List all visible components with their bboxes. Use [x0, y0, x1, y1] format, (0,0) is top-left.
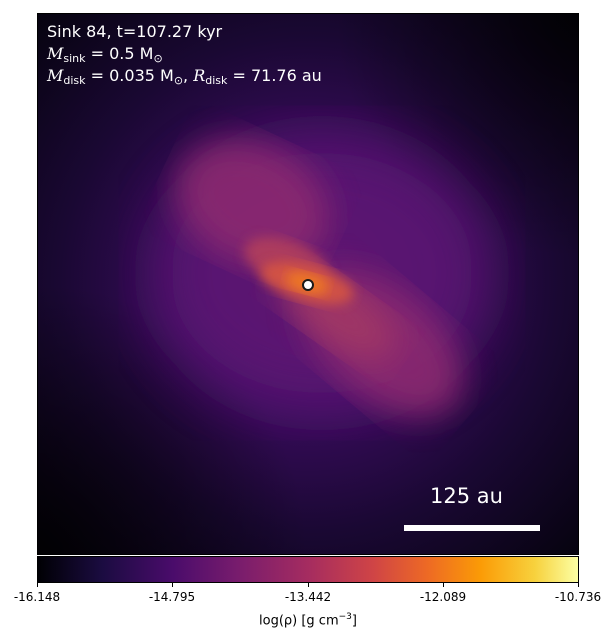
colorbar-label-exponent: −3: [338, 612, 352, 622]
colorbar-tick-label: -13.442: [284, 590, 332, 604]
colorbar-label-close: ]: [351, 613, 357, 629]
colorbar: [37, 556, 579, 583]
mdisk-subscript: disk: [63, 74, 86, 87]
msink-subscript: sink: [63, 52, 86, 65]
colorbar-tick-label: -12.089: [419, 590, 467, 604]
colorbar-tick: [37, 583, 38, 587]
density-projection-image: Sink 84, t=107.27 kyr Msink = 0.5 M⊙ Mdi…: [37, 13, 579, 555]
msun-subscript-2: ⊙: [173, 74, 184, 87]
colorbar-tick: [578, 583, 579, 587]
msink-value: = 0.5 M: [90, 44, 154, 63]
sink-mass-label: Msink = 0.5 M⊙: [47, 44, 163, 68]
colorbar-tick: [172, 583, 173, 587]
colorbar-axis-label: log(ρ) [g cm−3]: [259, 612, 357, 628]
colorbar-tick-label: -14.795: [148, 590, 196, 604]
msun-subscript: ⊙: [153, 52, 163, 65]
colorbar-tick: [443, 583, 444, 587]
msink-symbol: M: [47, 44, 64, 63]
rdisk-subscript: disk: [205, 74, 228, 87]
colorbar-tick-label: -16.148: [13, 590, 61, 604]
colorbar-label-main: log(ρ) [g cm: [259, 613, 339, 629]
sink-marker-icon: [302, 279, 314, 291]
rdisk-symbol: R: [193, 66, 206, 85]
sink-time-label: Sink 84, t=107.27 kyr: [47, 22, 223, 41]
mdisk-value: = 0.035 M: [90, 66, 174, 85]
colorbar-tick-label: -10.736: [554, 590, 602, 604]
rdisk-value: = 71.76 au: [232, 66, 322, 85]
separator: ,: [183, 66, 194, 85]
disk-properties-label: Mdisk = 0.035 M⊙, Rdisk = 71.76 au: [47, 66, 322, 90]
scale-bar: [404, 525, 540, 531]
mdisk-symbol: M: [47, 66, 64, 85]
scale-bar-label: 125 au: [430, 484, 503, 508]
colorbar-tick: [308, 583, 309, 587]
